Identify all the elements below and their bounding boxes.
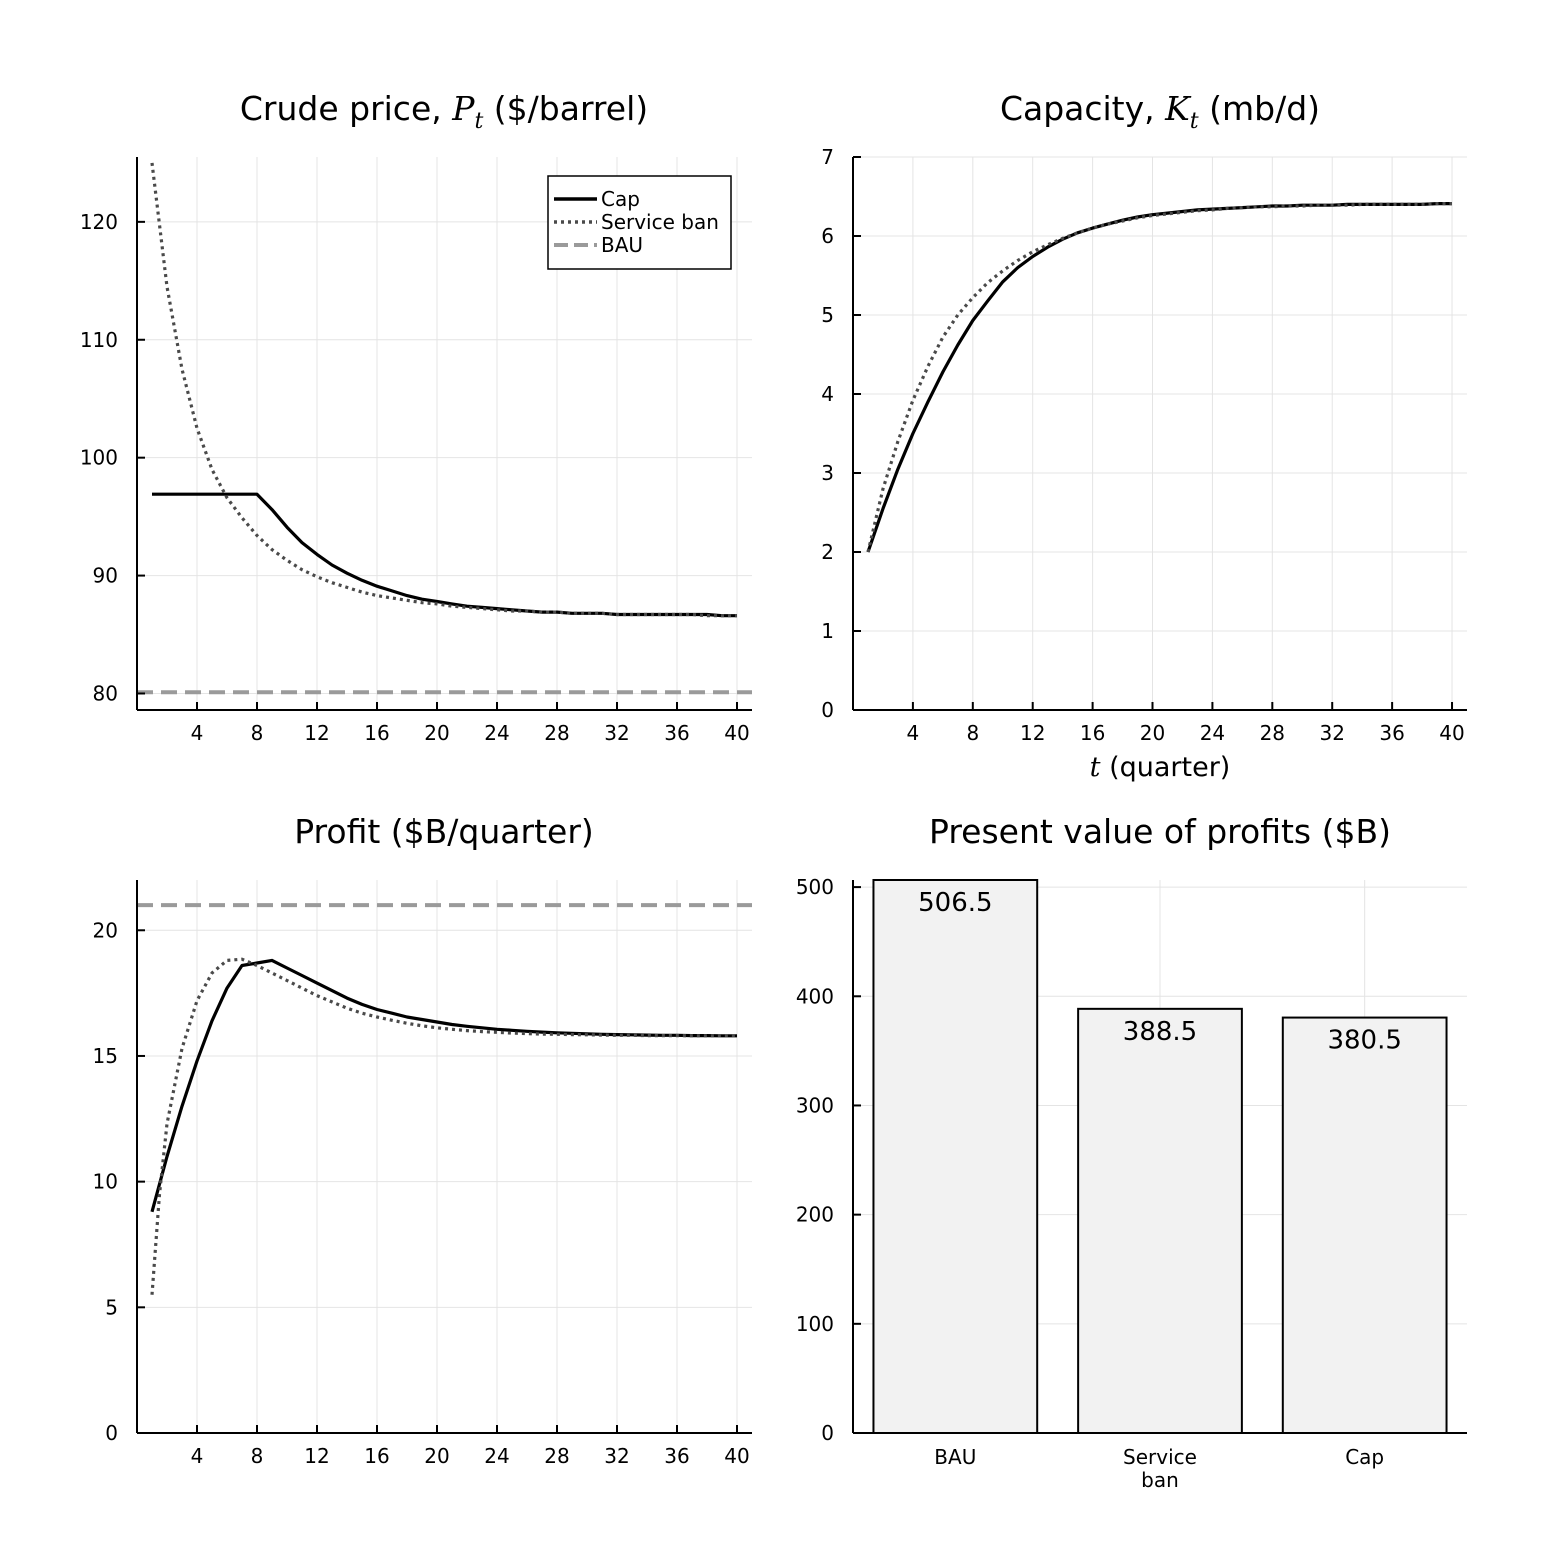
x-tick-label: 12 [304, 721, 329, 745]
x-category-label: Cap [1345, 1445, 1384, 1469]
x-tick-label: 40 [724, 721, 749, 745]
legend-label: BAU [601, 233, 643, 257]
chart-capacity: Capacity, Kt (mb/d)4 8 12 16 20 24 28 32 36 40012… [821, 89, 1467, 783]
x-tick-label: 8 [966, 721, 979, 745]
x-tick-label: 20 [424, 1444, 449, 1468]
y-tick-label: 1 [821, 619, 834, 643]
chart-pv: Present value of profits ($B) 506.5 388.5 3… [796, 812, 1467, 1492]
x-tick-label: 24 [1200, 721, 1225, 745]
series-line-service-ban [866, 202, 1452, 553]
x-tick-label: 12 [304, 1444, 329, 1468]
bar-value-label: 380.5 [1327, 1026, 1401, 1056]
bar-bau [872, 879, 1039, 1434]
y-tick-label: 10 [93, 1170, 118, 1194]
x-category-label: Service ban [1123, 1445, 1197, 1492]
x-tick-label: 16 [364, 1444, 389, 1468]
y-tick-label: 80 [93, 681, 118, 705]
y-tick-label: 120 [80, 210, 118, 234]
x-tick-label: 32 [604, 1444, 629, 1468]
x-tick-label: 8 [251, 1444, 264, 1468]
bar-service-ban [1077, 1007, 1243, 1435]
x-tick-label: 36 [664, 721, 689, 745]
x-tick-label: 4 [191, 1444, 204, 1468]
x-tick-label: 4 [191, 721, 204, 745]
bar-value-label: 388.5 [1123, 1017, 1197, 1047]
y-tick-label: 200 [796, 1203, 834, 1227]
x-tick-label: 36 [1379, 721, 1404, 745]
legend-box [547, 175, 732, 270]
y-tick-label: 5 [105, 1295, 118, 1319]
x-tick-label: 16 [1080, 721, 1105, 745]
y-tick-label: 20 [93, 918, 118, 942]
y-tick-label: 2 [821, 540, 834, 564]
y-tick-label: 100 [80, 446, 118, 470]
y-tick-label: 100 [796, 1312, 834, 1336]
y-tick-label: 0 [821, 1421, 834, 1445]
y-tick-label: 400 [796, 984, 834, 1008]
chart-price: Crude price, Pt ($/barrel) 4 8 12 16 20 24 28 32… [80, 89, 752, 745]
series-line-cap [866, 202, 1452, 553]
x-tick-label: 8 [251, 721, 264, 745]
chart-profit: Profit ($B/quarter) 4 8 12 16 20 24 28 32 36 40 0 5 1… [93, 812, 752, 1468]
x-tick-label: 32 [604, 721, 629, 745]
x-tick-label: 40 [1439, 721, 1464, 745]
y-tick-label: 0 [821, 698, 834, 722]
x-tick-label: 24 [484, 721, 509, 745]
series-line-cap [150, 958, 737, 1213]
x-tick-label: 20 [424, 721, 449, 745]
x-axis-label: t (quarter) [1090, 752, 1231, 783]
y-tick-label: 110 [80, 328, 118, 352]
chart-title: Crude price, Pt ($/barrel) [240, 89, 648, 134]
y-tick-label: 500 [796, 875, 834, 899]
y-tick-label: 15 [93, 1044, 118, 1068]
chart-title: Capacity, Kt (mb/d) [1000, 89, 1320, 134]
x-tick-label: 24 [484, 1444, 509, 1468]
series-line-service-ban [150, 162, 737, 618]
x-tick-label: 28 [1260, 721, 1285, 745]
y-tick-label: 6 [821, 224, 834, 248]
bar-value-label: 506.5 [918, 888, 992, 918]
x-tick-label: 28 [544, 1444, 569, 1468]
x-tick-label: 40 [724, 1444, 749, 1468]
chart-title: Present value of profits ($B) [929, 812, 1391, 851]
chart-title: Profit ($B/quarter) [294, 812, 594, 851]
x-tick-label: 12 [1020, 721, 1045, 745]
bar-cap [1281, 1016, 1448, 1434]
x-tick-label: 4 [907, 721, 920, 745]
y-tick-label: 4 [821, 382, 834, 406]
y-tick-label: 0 [105, 1421, 118, 1445]
y-tick-label: 300 [796, 1093, 834, 1117]
x-tick-label: 16 [364, 721, 389, 745]
y-tick-label: 7 [821, 145, 834, 169]
x-tick-label: 36 [664, 1444, 689, 1468]
series-line-service-ban [150, 957, 737, 1295]
legend-label: Cap [601, 187, 640, 211]
y-tick-label: 5 [821, 303, 834, 327]
y-tick-label: 90 [93, 564, 118, 588]
x-tick-label: 28 [544, 721, 569, 745]
x-category-label: BAU [934, 1445, 976, 1469]
y-tick-label: 3 [821, 461, 834, 485]
legend-label: Service ban [601, 210, 719, 234]
x-tick-label: 32 [1319, 721, 1344, 745]
x-tick-label: 20 [1140, 721, 1165, 745]
